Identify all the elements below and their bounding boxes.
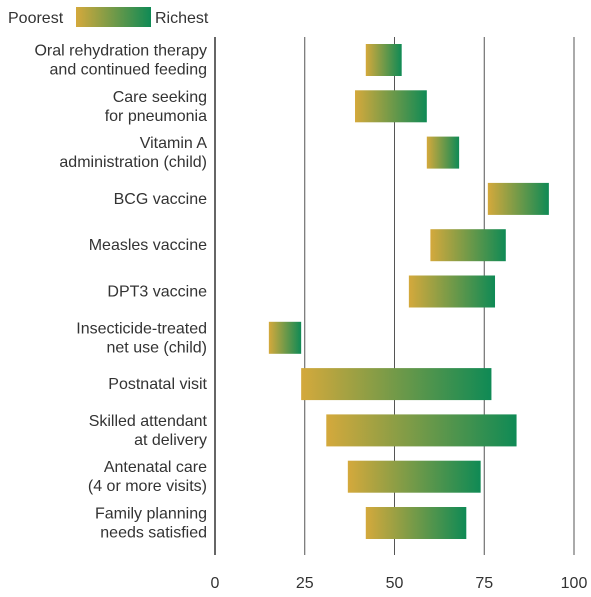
x-tick-label: 75 <box>475 575 493 592</box>
category-label: DPT3 vaccine <box>107 284 207 301</box>
category-label: Insecticide-treated net use (child) <box>76 320 207 356</box>
range-bar <box>365 507 467 539</box>
category-label: Oral rehydration therapy and continued fe… <box>34 43 207 79</box>
range-bar <box>426 136 460 169</box>
category-labels: Oral rehydration therapy and continued fe… <box>34 43 207 542</box>
legend-poorest-label: Poorest <box>8 10 64 27</box>
legend-richest-label: Richest <box>155 10 209 27</box>
category-label: Postnatal visit <box>108 376 207 393</box>
range-bar <box>487 182 549 215</box>
x-axis-ticks: 0 25 50 75 100 <box>211 575 588 592</box>
range-bar <box>326 414 517 447</box>
category-label: Antenatal care (4 or more visits) <box>88 459 207 495</box>
legend: Poorest Richest <box>8 7 209 27</box>
x-tick-label: 0 <box>211 575 220 592</box>
range-bar <box>355 90 427 123</box>
category-label: Skilled attendant at delivery <box>89 413 208 449</box>
x-tick-label: 100 <box>561 575 588 592</box>
category-label: Family planning needs satisfied <box>95 506 207 542</box>
range-bar <box>365 44 402 76</box>
x-tick-label: 25 <box>296 575 314 592</box>
range-bar <box>408 275 496 308</box>
range-bar <box>268 321 302 354</box>
x-tick-label: 50 <box>386 575 404 592</box>
range-bar <box>347 460 481 493</box>
range-bar <box>430 229 506 262</box>
bars <box>268 44 549 539</box>
range-bar <box>301 368 492 401</box>
category-label: Care seeking for pneumonia <box>105 89 207 125</box>
legend-gradient-swatch <box>76 7 151 27</box>
category-label: BCG vaccine <box>114 191 207 208</box>
category-label: Measles vaccine <box>89 237 207 254</box>
